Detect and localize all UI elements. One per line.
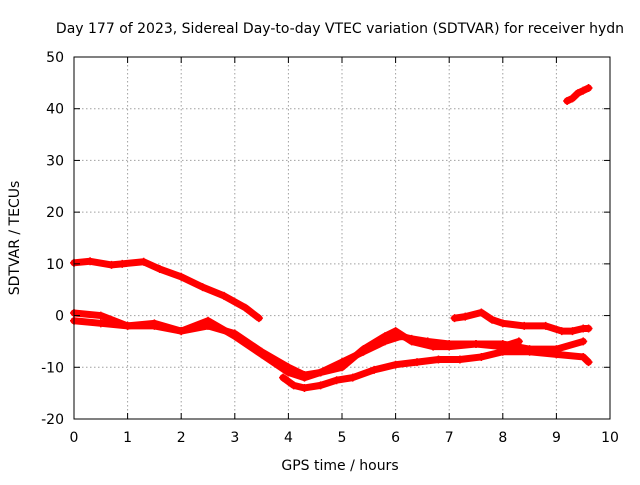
x-tick-label: 10: [601, 430, 619, 446]
data-point: [568, 327, 577, 336]
y-tick-label: 40: [46, 102, 64, 118]
x-tick-label: 2: [177, 430, 186, 446]
data-point: [300, 373, 309, 382]
x-tick-label: 5: [338, 430, 347, 446]
data-point: [204, 316, 212, 325]
data-point: [241, 303, 250, 312]
y-tick-label: 10: [46, 257, 64, 273]
data-point: [579, 352, 588, 361]
series-track-c: [70, 308, 588, 382]
data-point: [220, 291, 229, 300]
y-tick-label: 0: [55, 309, 64, 325]
data-point: [413, 358, 422, 367]
x-tick-label: 1: [123, 430, 132, 446]
data-point: [96, 319, 105, 328]
x-tick-label: 3: [230, 430, 239, 446]
x-axis-label: GPS time / hours: [281, 458, 398, 474]
data-layer: [70, 84, 593, 392]
data-point: [150, 319, 159, 328]
data-point: [584, 84, 593, 93]
y-tick-label: -20: [41, 412, 64, 428]
data-point: [96, 311, 105, 320]
data-point: [391, 360, 400, 369]
series-track-f: [563, 84, 593, 105]
data-point: [254, 314, 263, 323]
data-point: [488, 315, 497, 324]
x-tick-label: 9: [552, 430, 561, 446]
data-point: [568, 94, 577, 103]
data-point: [107, 260, 116, 269]
data-point: [284, 368, 293, 377]
data-point: [541, 321, 550, 330]
data-point: [316, 381, 325, 390]
data-point: [450, 314, 459, 323]
data-point: [573, 89, 582, 98]
data-point: [584, 358, 593, 367]
data-point: [123, 321, 132, 330]
data-point: [498, 319, 507, 328]
data-point: [477, 352, 486, 361]
data-point: [584, 324, 593, 333]
data-point: [370, 365, 379, 374]
data-point: [525, 347, 534, 356]
data-point: [472, 340, 480, 349]
data-point: [316, 368, 325, 377]
series-track-e: [450, 308, 593, 336]
data-point: [498, 340, 507, 349]
data-point: [380, 332, 389, 341]
data-point: [429, 342, 438, 351]
data-point: [198, 283, 207, 292]
data-point: [563, 96, 572, 105]
x-tick-label: 6: [391, 430, 400, 446]
data-point: [338, 363, 346, 372]
data-point: [279, 373, 288, 382]
chart-title: Day 177 of 2023, Sidereal Day-to-day VTE…: [56, 21, 624, 37]
data-point: [461, 312, 470, 321]
x-tick-label: 8: [498, 430, 507, 446]
x-tick-label: 4: [284, 430, 293, 446]
data-point: [177, 327, 186, 336]
data-point: [118, 259, 127, 268]
data-point: [359, 345, 368, 354]
axis-ticks: 0 1 2 3 4 5 6 7 8 9 10 -20 -10 0 10 20 30 40 50: [41, 50, 619, 446]
data-point: [230, 332, 239, 341]
data-point: [332, 376, 341, 385]
data-point: [177, 272, 186, 281]
y-tick-label: 20: [46, 205, 64, 221]
data-point: [257, 350, 266, 359]
data-point: [579, 86, 588, 95]
data-point: [552, 350, 561, 359]
data-point: [445, 342, 454, 351]
x-tick-label: 0: [70, 430, 79, 446]
data-point: [407, 337, 416, 346]
data-point: [289, 381, 298, 390]
series-track-d: [279, 347, 593, 392]
data-point: [498, 347, 507, 356]
grid-lines: [74, 57, 610, 419]
data-point: [155, 265, 164, 274]
data-point: [300, 383, 309, 392]
data-point: [455, 355, 464, 364]
data-point: [348, 373, 357, 382]
x-tick-label: 7: [445, 430, 454, 446]
data-point: [579, 337, 588, 346]
data-point: [391, 327, 400, 336]
y-tick-label: -10: [41, 360, 64, 376]
data-point: [434, 355, 443, 364]
data-point: [477, 308, 486, 317]
y-tick-label: 50: [46, 50, 64, 66]
y-tick-label: 30: [46, 153, 64, 169]
y-axis-label: SDTVAR / TECUs: [7, 181, 23, 296]
data-point: [86, 257, 95, 266]
data-point: [557, 327, 566, 336]
data-point: [520, 321, 529, 330]
data-point: [139, 257, 148, 266]
